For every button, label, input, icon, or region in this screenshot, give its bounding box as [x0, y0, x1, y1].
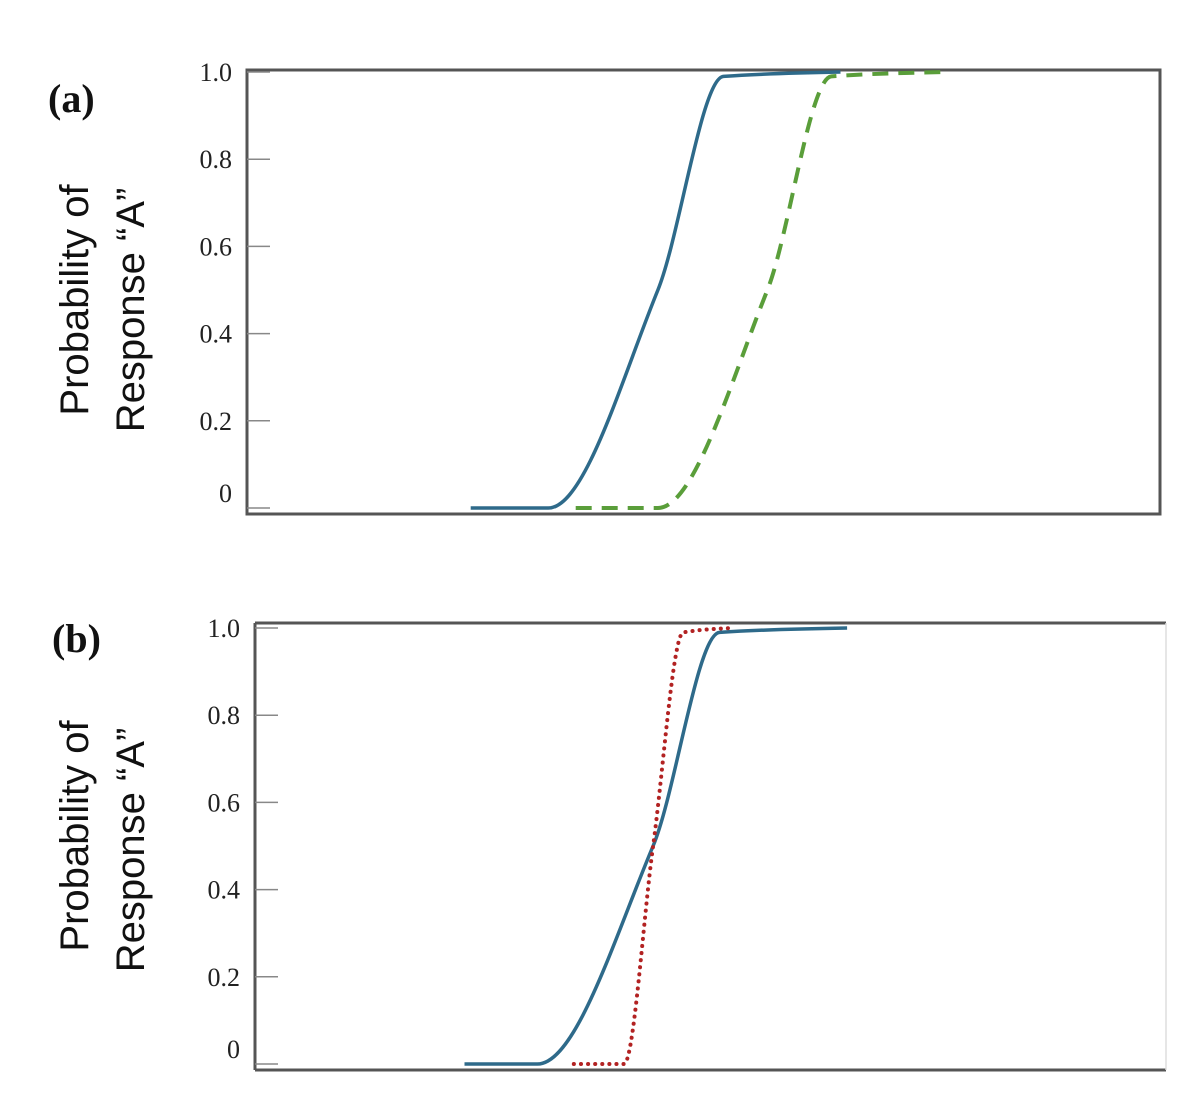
panel-a-series-dashed-line: [575, 70, 951, 511]
panel-b-series-dotted-line: [571, 626, 736, 1066]
panel-b-label: (b): [52, 616, 101, 661]
panel-a: (a) Probability of Response “A” 1.0 0.8 0.…: [48, 58, 1162, 516]
panel-a-ytick-label-2: 0.6: [200, 232, 233, 261]
panel-b: (b) Probability of Response “A” 1.0 0.8 0.…: [52, 614, 1167, 1072]
panel-a-plot-frame: [245, 68, 1162, 516]
panel-a-series-solid-line: [470, 70, 841, 510]
panel-a-ylabel-line2: Response “A”: [109, 188, 153, 433]
panel-b-ytick-label-1: 0.8: [208, 701, 241, 730]
panel-b-ytick-label-5: 0: [227, 1035, 240, 1064]
panel-b-ylabel-line1: Probability of: [53, 720, 97, 952]
panel-a-ytick-label-4: 0.2: [200, 407, 233, 436]
panel-a-ytick-label-1: 0.8: [200, 145, 233, 174]
panel-b-ytick-label-2: 0.6: [208, 788, 241, 817]
panel-a-ytick-label-5: 0: [219, 479, 232, 508]
panel-b-ylabel-line2: Response “A”: [109, 728, 153, 973]
panel-a-ylabel-line1: Probability of: [53, 184, 97, 416]
panel-a-label: (a): [48, 76, 95, 121]
panel-b-ytick-label-0: 1.0: [208, 614, 241, 643]
panel-b-ytick-label-3: 0.4: [208, 876, 241, 905]
panel-b-series-solid-line: [464, 626, 848, 1066]
panel-b-ytick-label-4: 0.2: [208, 963, 241, 992]
panel-a-ytick-label-0: 1.0: [200, 58, 233, 87]
panel-a-ytick-label-3: 0.4: [200, 320, 233, 349]
